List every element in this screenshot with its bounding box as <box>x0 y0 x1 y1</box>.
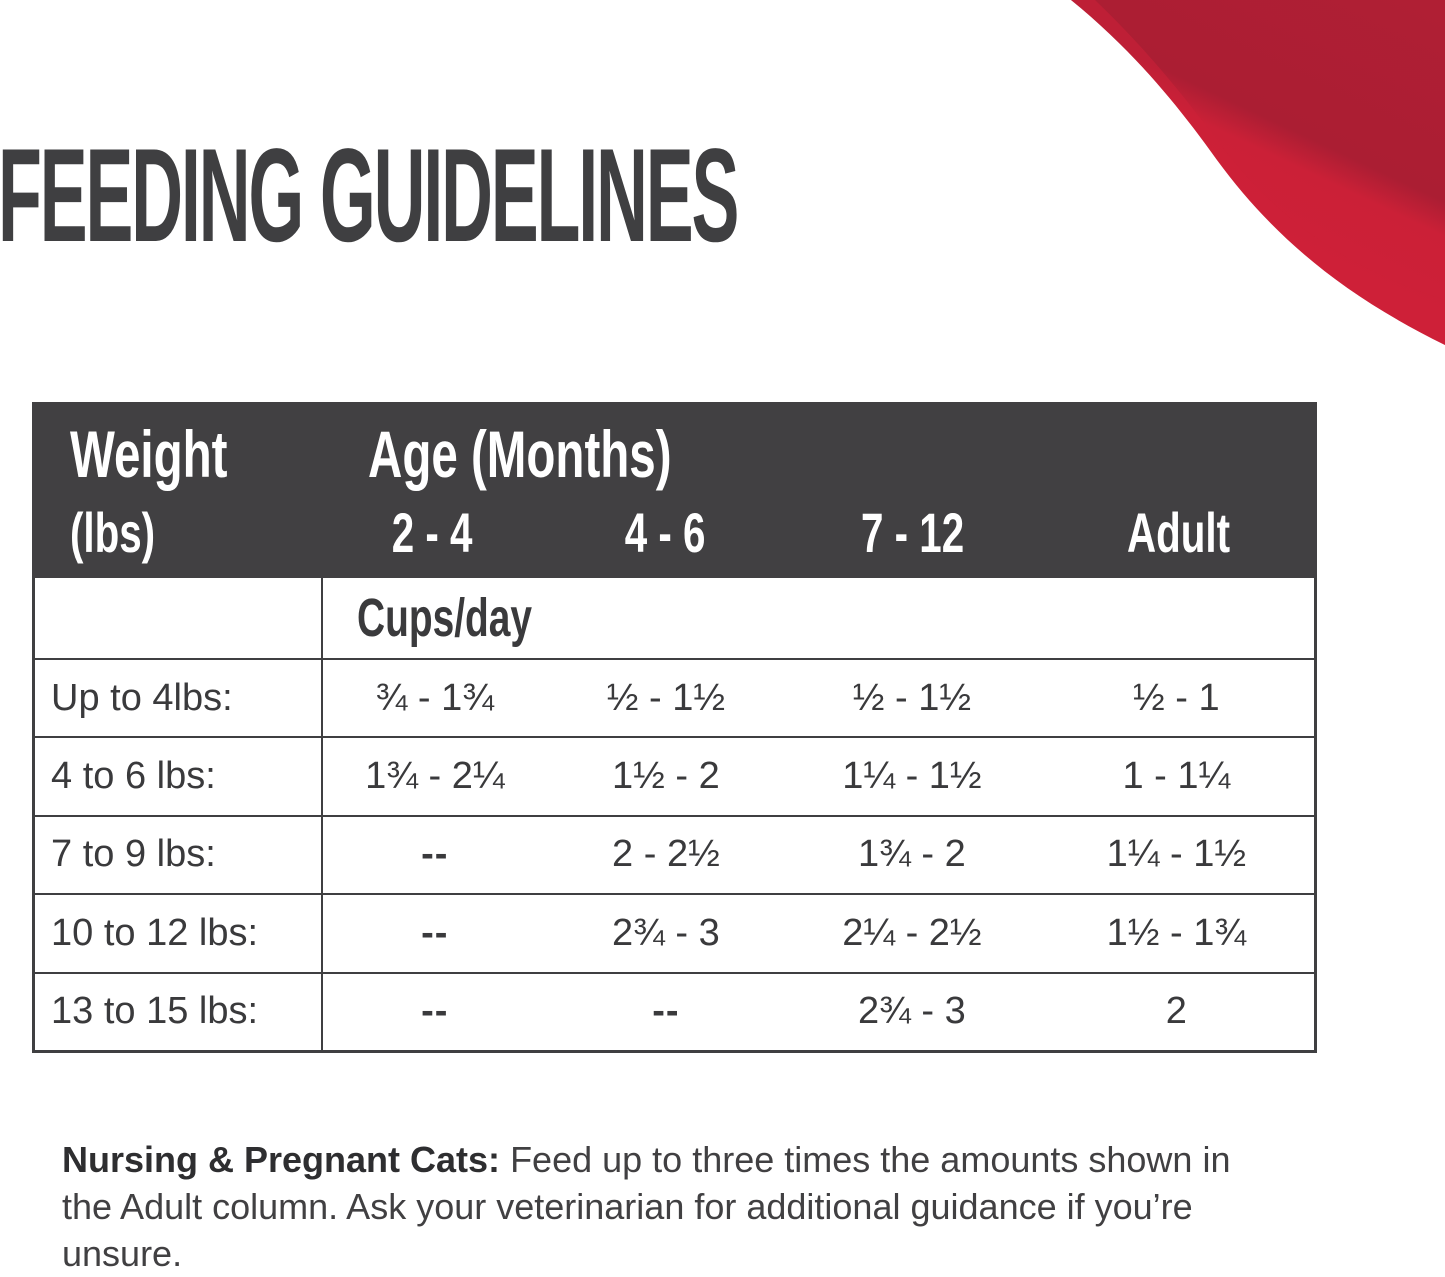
cups-value-cell: 2¼ - 2½ <box>842 911 982 954</box>
cups-value-cell: ½ - 1½ <box>606 676 726 719</box>
cups-value-cell: 1¼ - 1½ <box>1106 833 1247 876</box>
cups-value-cell: 2¾ - 3 <box>612 911 720 954</box>
table-row: 10 to 12 lbs: -- 2¾ - 3 2¼ - 2½ 1½ - 1¾ <box>35 893 1314 972</box>
units-row: Cups/day <box>35 578 1314 658</box>
page-title: FEEDING GUIDELINES <box>0 122 739 270</box>
footnote-lead: Nursing & Pregnant Cats: <box>62 1139 501 1180</box>
feeding-guidelines-table: Weight Age (Months) (lbs) 2 - 4 4 - 6 7 - … <box>32 402 1317 1053</box>
table-row: 4 to 6 lbs: 1¾ - 2¼ 1½ - 2 1¼ - 1½ 1 - 1¼ <box>35 736 1314 815</box>
weight-range-label: 10 to 12 lbs: <box>35 895 323 972</box>
weight-range-label: 7 to 9 lbs: <box>35 816 323 894</box>
table-row: 13 to 15 lbs: -- -- 2¾ - 3 2 <box>35 971 1314 1050</box>
cups-value-cell: 1¼ - 1½ <box>842 755 982 798</box>
weight-range-label: 4 to 6 lbs: <box>35 738 323 815</box>
cups-value-cell: ¾ - 1¾ <box>375 676 494 719</box>
cups-value-cell: -- <box>421 833 449 876</box>
cups-value-cell: ½ - 1 <box>1133 676 1220 719</box>
table-row: 7 to 9 lbs: -- 2 - 2½ 1¾ - 2 1¼ - 1½ <box>35 814 1314 894</box>
cups-value-cell: 1½ - 1¾ <box>1106 911 1247 954</box>
cups-value-cell: 2 <box>1165 990 1187 1033</box>
cups-value-cell: ½ - 1½ <box>852 676 972 719</box>
footnote-text: Feed up to three times the amounts shown… <box>62 1139 1231 1274</box>
weight-unit-label: (lbs) <box>70 501 156 564</box>
cups-value-cell: 1 - 1¼ <box>1122 755 1231 798</box>
cups-value-cell: 1½ - 2 <box>612 755 720 798</box>
cups-value-cell: 1¾ - 2¼ <box>365 755 505 798</box>
cups-value-cell: -- <box>652 990 680 1033</box>
footnote: Nursing & Pregnant Cats: Feed up to thre… <box>62 1136 1257 1277</box>
age-column-label: 2 - 4 <box>392 501 473 564</box>
age-group-header: Age (Months) <box>368 417 672 491</box>
age-columns-row: 2 - 4 4 - 6 7 - 12 Adult <box>320 500 1317 566</box>
empty-weight-cell <box>35 578 323 658</box>
weight-range-label: Up to 4lbs: <box>35 660 323 737</box>
table-row: Up to 4lbs: ¾ - 1¾ ½ - 1½ ½ - 1½ ½ - 1 <box>35 658 1314 737</box>
age-column-label: 7 - 12 <box>860 501 965 564</box>
table-header: Weight Age (Months) (lbs) 2 - 4 4 - 6 7 - … <box>32 402 1317 578</box>
red-swoosh-graphic <box>1071 0 1445 345</box>
weight-column-header: Weight <box>70 417 228 491</box>
cups-value-cell: 2 - 2½ <box>612 833 720 876</box>
cups-value-cell: -- <box>421 990 449 1033</box>
units-label: Cups/day <box>357 588 533 648</box>
age-column-label: 4 - 6 <box>624 501 706 564</box>
cups-value-cell: 2¾ - 3 <box>858 990 966 1033</box>
cups-value-cell: -- <box>421 911 449 954</box>
age-column-label: Adult <box>1126 501 1231 564</box>
cups-value-cell: 1¾ - 2 <box>858 833 966 876</box>
table-body: Cups/day Up to 4lbs: ¾ - 1¾ ½ - 1½ ½ - 1½ ½ … <box>32 578 1317 1053</box>
weight-range-label: 13 to 15 lbs: <box>35 973 323 1050</box>
